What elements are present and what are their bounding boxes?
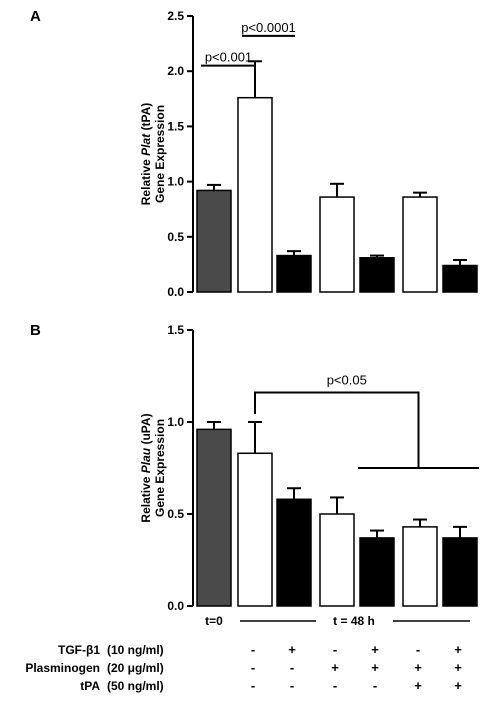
y-axis-label-line2: Gene Expression xyxy=(153,105,167,203)
treatment-sign: + xyxy=(288,642,296,657)
treatment-sign: - xyxy=(251,642,255,657)
treatment-sign: + xyxy=(331,660,339,675)
y-tick-label: 1.5 xyxy=(167,323,184,337)
time-label-t48: t = 48 h xyxy=(333,614,375,628)
treatment-sign: - xyxy=(333,642,337,657)
significance-label: p<0.05 xyxy=(327,373,367,388)
bar xyxy=(276,498,312,607)
treatment-sign: - xyxy=(290,678,294,693)
y-tick-label: 1.0 xyxy=(167,415,184,429)
y-tick-label: 0.5 xyxy=(167,230,184,244)
y-axis-label-part: (tPA) xyxy=(139,103,153,134)
treatment-sign: - xyxy=(333,678,337,693)
bar xyxy=(319,513,355,607)
treatment-sign: - xyxy=(251,678,255,693)
bar xyxy=(442,264,478,293)
y-axis-label-line2: Gene Expression xyxy=(153,419,167,517)
treatment-sign: - xyxy=(251,660,255,675)
treatment-dose: (10 ng/ml) xyxy=(107,643,164,657)
y-axis-label-part: Plat xyxy=(139,133,153,156)
treatment-sign: + xyxy=(371,642,379,657)
significance-label: p<0.0001 xyxy=(241,20,296,35)
y-axis-label-part: Plau xyxy=(139,447,153,473)
bar xyxy=(196,189,232,293)
bar xyxy=(359,537,395,607)
y-axis-label-line1: Relative Plat (tPA) xyxy=(139,103,153,205)
treatment-sign: + xyxy=(454,678,462,693)
y-axis-label-a: Relative Plat (tPA) Gene Expression xyxy=(139,103,167,205)
y-axis-label-part: Relative xyxy=(139,473,153,522)
treatment-dose: (50 ng/ml) xyxy=(107,679,164,693)
treatment-name: TGF-β1 xyxy=(58,643,100,657)
y-axis-label-part: Relative xyxy=(139,156,153,205)
treatment-sign: + xyxy=(414,678,422,693)
bar xyxy=(237,96,273,293)
time-label-t0: t=0 xyxy=(205,614,223,628)
bar xyxy=(319,196,355,293)
bar xyxy=(402,196,438,293)
bar xyxy=(402,526,438,607)
y-axis-label-b: Relative Plau (uPA) Gene Expression xyxy=(139,413,167,522)
y-tick-label: 2.0 xyxy=(167,64,184,78)
treatment-sign: - xyxy=(416,642,420,657)
treatment-sign: + xyxy=(414,660,422,675)
treatment-sign: + xyxy=(371,660,379,675)
bar xyxy=(359,257,395,293)
treatment-name: tPA xyxy=(80,679,100,693)
bar xyxy=(237,452,273,607)
panel-letter-b: B xyxy=(30,322,41,339)
treatment-name: Plasminogen xyxy=(25,661,100,675)
y-tick-label: 0.0 xyxy=(167,599,184,613)
bar xyxy=(276,254,312,293)
treatment-sign: + xyxy=(454,642,462,657)
panel-letter-a: A xyxy=(30,8,41,25)
significance-label: p<0.001 xyxy=(205,50,252,65)
y-tick-label: 0.0 xyxy=(167,285,184,299)
treatment-sign: + xyxy=(454,660,462,675)
y-tick-label: 1.0 xyxy=(167,175,184,189)
treatment-sign: - xyxy=(290,660,294,675)
significance-bracket xyxy=(254,391,420,468)
y-axis-label-line1: Relative Plau (uPA) xyxy=(139,413,153,522)
y-axis-label-part: (uPA) xyxy=(139,413,153,447)
treatment-dose: (20 μg/ml) xyxy=(107,661,164,675)
y-tick-label: 0.5 xyxy=(167,507,184,521)
y-tick-label: 1.5 xyxy=(167,119,184,133)
y-tick-label: 2.5 xyxy=(167,9,184,23)
bar xyxy=(196,428,232,607)
treatment-sign: - xyxy=(373,678,377,693)
bar xyxy=(442,537,478,607)
